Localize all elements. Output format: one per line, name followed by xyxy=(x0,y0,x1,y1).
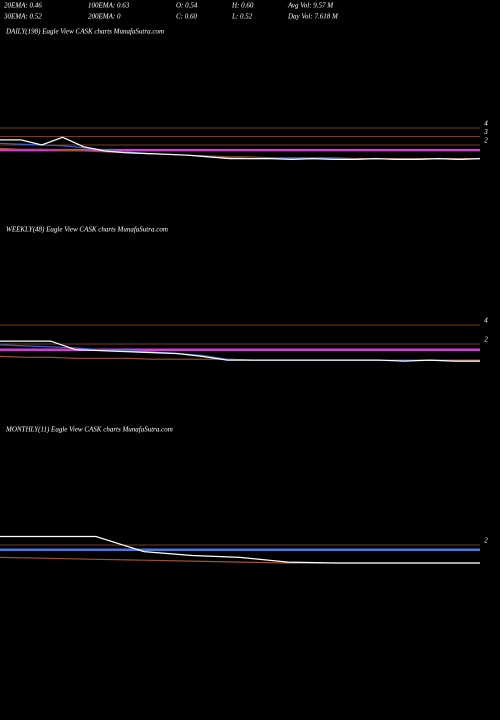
panel-title: WEEKLY(48) Eagle View CASK charts Munafa… xyxy=(6,226,168,234)
header-stat: L: 0.52 xyxy=(231,13,253,21)
header-stat: H: 0.60 xyxy=(231,2,254,10)
header-stat: 20EMA: 0.46 xyxy=(4,2,42,10)
header-stat: O: 0.54 xyxy=(176,2,198,10)
price-line xyxy=(0,535,480,564)
header-stat: 30EMA: 0.52 xyxy=(3,13,42,21)
price-line xyxy=(0,136,481,161)
price-line xyxy=(0,147,480,160)
header-stat: C: 0.60 xyxy=(176,13,198,21)
header-stat: Avg Vol: 9.57 M xyxy=(287,2,334,10)
y-tick-label: 2 xyxy=(484,537,488,545)
panel-title: DAILY(198) Eagle View CASK charts Munafa… xyxy=(5,28,164,36)
y-tick-label: 2 xyxy=(484,137,488,145)
price-line xyxy=(0,340,480,362)
header-stat: Day Vol: 7.618 M xyxy=(287,13,339,21)
y-tick-label: 4 xyxy=(484,317,488,325)
header-stat: 100EMA: 0.63 xyxy=(88,2,130,10)
y-tick-label: 2 xyxy=(484,336,488,344)
y-tick-label: 3 xyxy=(483,128,488,136)
price-line xyxy=(0,556,480,564)
header-stat: 200EMA: 0 xyxy=(88,13,121,21)
panel-title: MONTHLY(11) Eagle View CASK charts Munaf… xyxy=(5,426,173,434)
y-tick-label: 4 xyxy=(484,120,488,128)
